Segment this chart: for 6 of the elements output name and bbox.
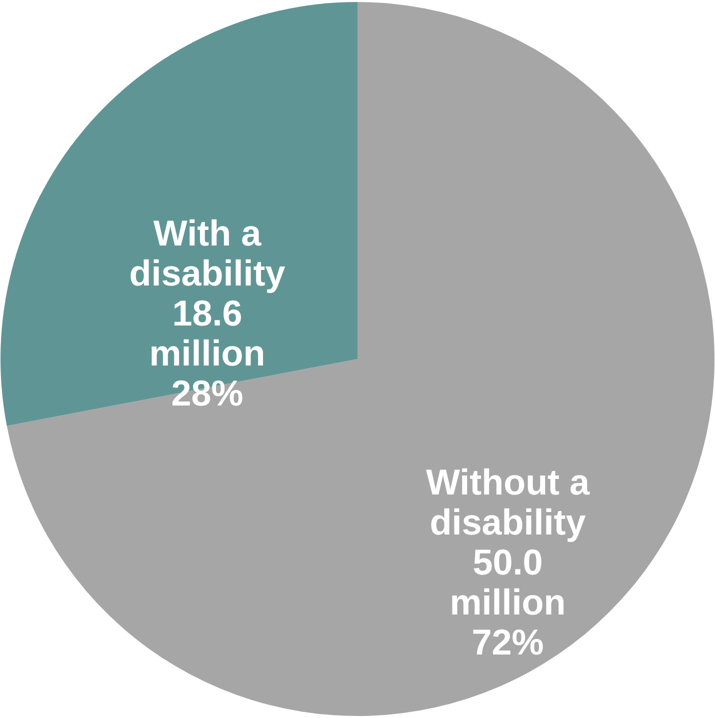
pie-slice bbox=[6, 2, 714, 716]
pie-slice bbox=[1, 2, 358, 426]
slice-label: With a disability bbox=[129, 212, 286, 294]
data-label: 50.0 million 72% bbox=[450, 541, 566, 662]
slice-label: Without a disability bbox=[426, 461, 591, 542]
data-label: 18.6 million 28% bbox=[149, 292, 266, 414]
